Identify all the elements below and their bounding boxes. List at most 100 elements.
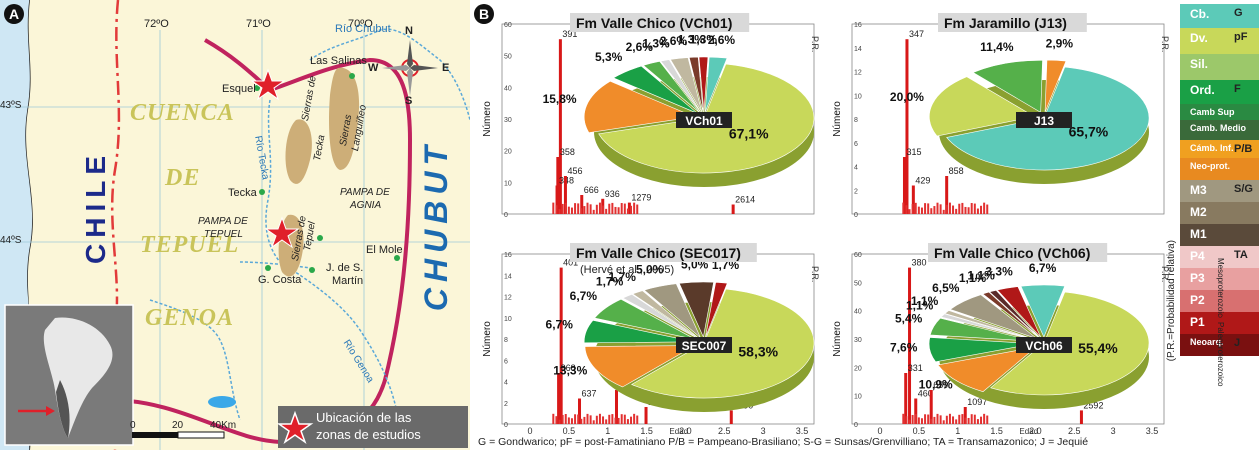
y-tick-label: 10 — [854, 93, 862, 100]
pampa-tepuel-label-1: PAMPA DE — [198, 216, 248, 227]
y-axis-label: Número — [832, 321, 843, 357]
chart-title: Fm Valle Chico (VCh06) — [934, 245, 1090, 261]
pampa-agnia-label-2: AGNIA — [350, 200, 382, 211]
histogram-bar — [627, 202, 631, 214]
histogram-bar-minor — [976, 208, 979, 214]
histogram-bar-minor — [958, 203, 961, 214]
pie-slice — [988, 289, 1040, 338]
histogram-bar-minor — [592, 420, 595, 424]
histogram-bar-minor — [636, 204, 639, 214]
histogram-bar-minor — [927, 414, 930, 424]
histogram-bar-minor — [633, 413, 636, 424]
strat-row-label: M2 — [1190, 205, 1207, 219]
pie-slice — [584, 345, 697, 388]
histogram-bar-minor — [945, 415, 948, 424]
pie-percent-label: 6,7% — [1029, 261, 1057, 275]
panel-letter-a: A — [4, 4, 24, 24]
latitude-43: 43ºS — [0, 100, 22, 111]
x-tick-label: 3 — [761, 426, 766, 436]
histogram-bar-minor — [958, 414, 961, 424]
pie-slice — [612, 65, 698, 114]
histogram-bar-minor — [917, 206, 920, 214]
x-tick-label: 1.5 — [990, 426, 1003, 436]
histogram-bar — [578, 398, 582, 424]
pie-slice — [1020, 284, 1066, 338]
province-border — [19, 38, 413, 445]
peak-label: 401 — [563, 258, 578, 268]
histogram-bar-minor — [561, 414, 564, 424]
histogram-bar-minor — [567, 206, 570, 214]
legend-text-2: zonas de estudios — [316, 427, 421, 442]
pie-slice — [1044, 59, 1067, 113]
y-tick-label: 60 — [854, 252, 862, 259]
histogram-bar-minor — [955, 419, 958, 424]
lake — [208, 396, 236, 408]
scale-zero: 0 — [130, 420, 136, 431]
pie-percent-label: 10,9% — [919, 378, 953, 392]
pampa-agnia-label-1: PAMPA DE — [340, 187, 390, 198]
latitude-44: 44ºS — [0, 235, 22, 246]
chart-title-bg — [938, 13, 1087, 32]
histogram-bar-minor — [636, 415, 639, 424]
pie-slice — [594, 298, 696, 340]
y-tick-label: 10 — [504, 316, 512, 323]
place-g-costa: G. Costa — [258, 274, 302, 286]
pie-percent-label: 1,7% — [596, 275, 624, 289]
histogram-bar-minor — [948, 413, 951, 424]
x-tick-label: 2.5 — [1068, 426, 1081, 436]
pie-percent-label: 1,3% — [642, 36, 670, 50]
peak-label: 331 — [908, 363, 923, 373]
pie-percent-label: 3,3% — [985, 265, 1013, 279]
pie-slice — [669, 57, 703, 113]
histogram-bar-minor — [917, 417, 920, 424]
place-las-salinas: Las Salinas — [310, 55, 367, 67]
histogram-bar — [905, 39, 909, 215]
pr-label: P.R. — [810, 36, 820, 52]
pie-slice — [705, 281, 728, 338]
histogram-bar-minor — [605, 208, 608, 214]
histogram-bar-minor — [927, 203, 930, 214]
pie-percent-label: 1,1% — [959, 271, 987, 285]
histogram-bar-minor — [570, 207, 573, 214]
pie-percent-label: 1,1% — [967, 268, 995, 282]
histogram-bar — [963, 407, 967, 424]
pie-percent-label: 58,3% — [738, 343, 778, 359]
y-tick-label: 14 — [854, 46, 862, 53]
strat-row: M2 — [1180, 202, 1259, 224]
pie-percent-label: 1,7% — [609, 270, 637, 284]
histogram-bar — [580, 195, 584, 214]
strat-row: M3 S/G — [1180, 180, 1259, 202]
pie-slice — [622, 293, 698, 339]
histogram-bar-minor — [945, 204, 948, 214]
pie-percent-label: 5,4% — [895, 312, 923, 326]
strat-row: Ord. F — [1180, 80, 1259, 104]
pr-label: P.R. — [1160, 266, 1170, 282]
peak-label: 315 — [906, 147, 921, 157]
pampa-tepuel-label-2: TEPUEL — [204, 229, 243, 240]
x-tick-label: 0.5 — [913, 426, 926, 436]
strat-group-label: P/B — [1234, 143, 1253, 155]
histogram-bar-minor — [564, 202, 567, 214]
histogram-bar-minor — [580, 208, 583, 214]
histogram-bar-minor — [570, 418, 573, 424]
histogram-bar-minor — [564, 414, 567, 424]
sample-badge — [676, 112, 732, 128]
pie-percent-label: 2,6% — [708, 33, 736, 47]
histogram-bar-minor — [577, 414, 580, 424]
strat-group-label: TA — [1234, 249, 1248, 261]
histogram-bar-minor — [905, 416, 908, 424]
pie-percent-label: 5,3% — [595, 50, 623, 64]
x-tick-label: 1 — [605, 426, 610, 436]
y-tick-label: 50 — [504, 54, 512, 61]
longitude-70: 70ºO — [348, 18, 373, 30]
histogram-bar-minor — [905, 205, 908, 214]
town-dot — [259, 189, 265, 195]
pie-percent-label: 11,4% — [980, 40, 1014, 54]
compass-w: W — [368, 62, 379, 74]
y-axis-label: Número — [482, 101, 493, 137]
y-tick-label: 4 — [854, 165, 858, 172]
histogram-bar — [558, 39, 562, 215]
histogram-bar-minor — [626, 419, 629, 424]
charts-panel: B Número01020304050603913583484566669361… — [474, 0, 1174, 450]
y-tick-label: 0 — [504, 212, 508, 219]
